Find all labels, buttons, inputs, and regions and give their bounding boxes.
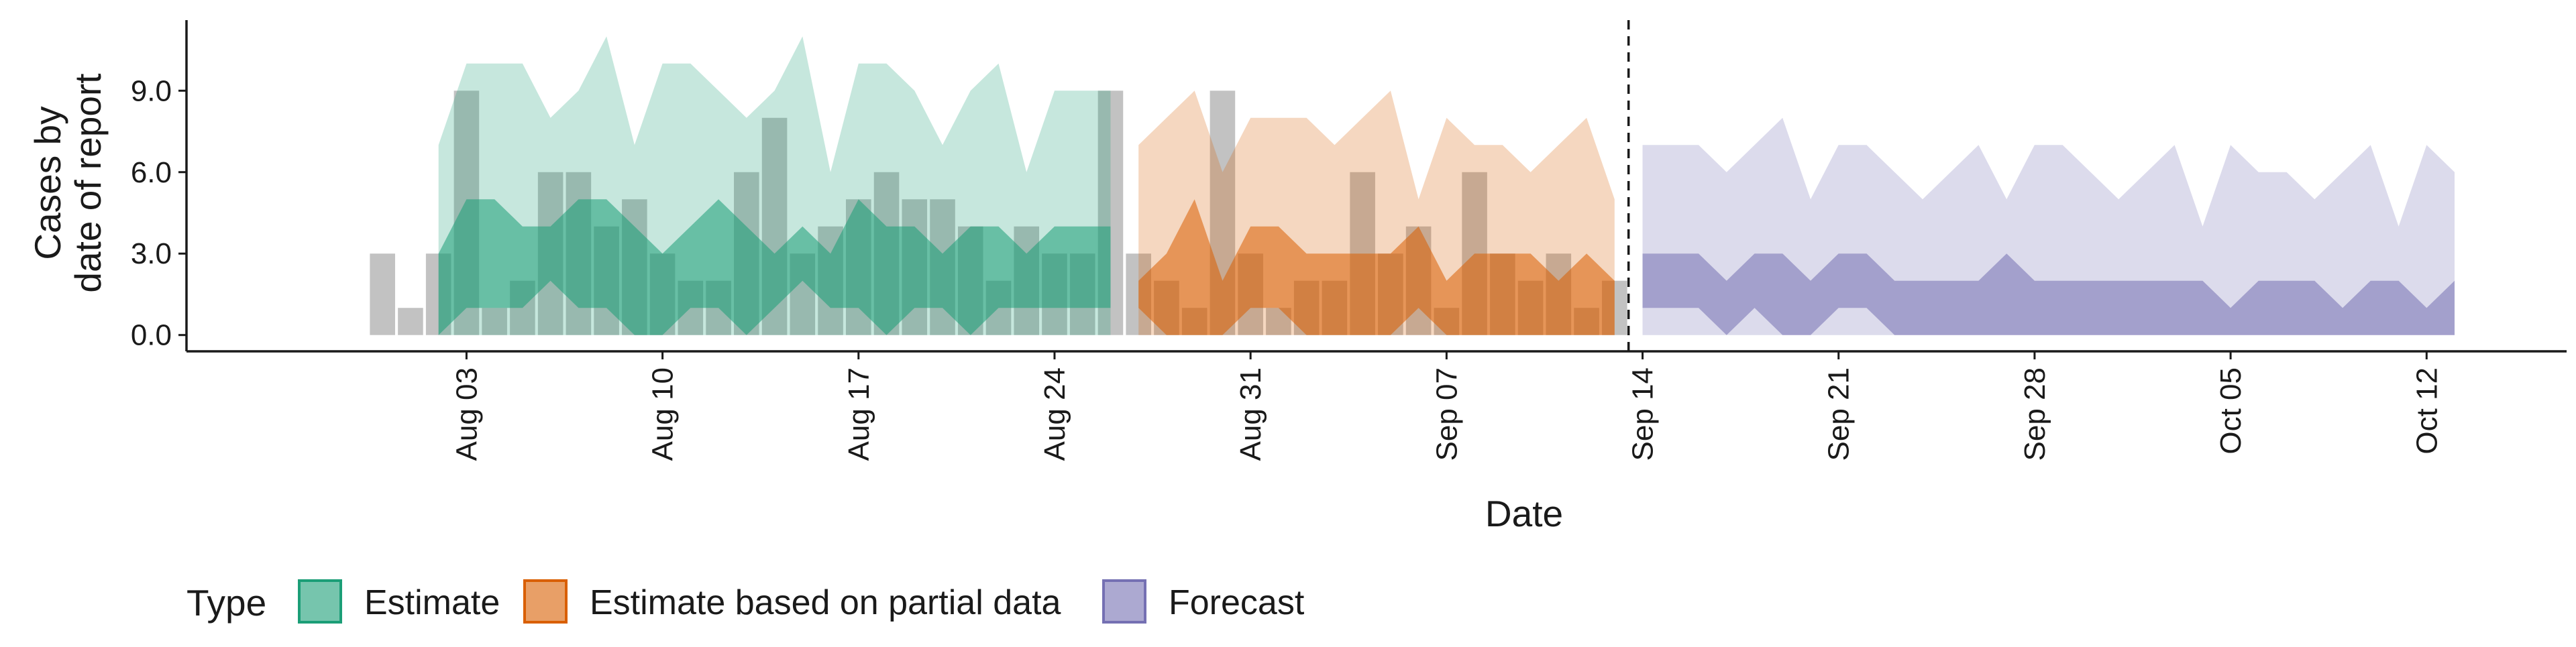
legend-key-3 bbox=[1102, 579, 1146, 624]
x-tick-label: Aug 17 bbox=[843, 367, 875, 461]
x-tick-label: Sep 14 bbox=[1627, 367, 1660, 461]
x-tick-label: Oct 12 bbox=[2410, 367, 2443, 455]
y-axis-title-line: Cases by bbox=[27, 106, 68, 260]
y-axis-title-line: date of report bbox=[67, 73, 109, 292]
legend-label: Estimate based on partial data bbox=[590, 583, 1061, 622]
observed-bar bbox=[482, 308, 507, 335]
y-tick-label: 3.0 bbox=[131, 237, 172, 270]
x-tick-label: Aug 03 bbox=[450, 367, 483, 461]
legend-label: Forecast bbox=[1169, 583, 1305, 622]
x-axis-title: Date bbox=[1485, 493, 1563, 534]
x-tick-label: Sep 07 bbox=[1430, 367, 1463, 461]
x-tick-label: Oct 05 bbox=[2214, 367, 2247, 455]
x-tick-label: Aug 31 bbox=[1234, 367, 1267, 461]
legend: Type Estimate Estimate based on partial da… bbox=[186, 579, 1305, 624]
observed-bar bbox=[370, 253, 395, 335]
y-tick-label: 9.0 bbox=[131, 74, 172, 107]
x-tick-label: Sep 28 bbox=[2019, 367, 2051, 461]
legend-key-1 bbox=[298, 579, 342, 624]
x-tick-label: Aug 10 bbox=[647, 367, 680, 461]
ribbons-layer bbox=[438, 36, 2455, 335]
estimate-based-on-partial-data-inner-ribbon bbox=[1138, 199, 1615, 335]
observed-bar bbox=[398, 308, 423, 335]
x-tick-label: Sep 21 bbox=[1823, 367, 1856, 461]
legend-label: Estimate bbox=[364, 583, 500, 622]
legend-title: Type bbox=[186, 582, 266, 624]
legend-key-2 bbox=[523, 579, 568, 624]
x-tick-label: Aug 24 bbox=[1038, 367, 1071, 461]
y-tick-label: 0.0 bbox=[131, 319, 172, 352]
estimate-inner-ribbon bbox=[438, 199, 1111, 335]
y-tick-label: 6.0 bbox=[131, 156, 172, 189]
axes-layer: 0.0 3.0 6.0 9.0 Aug 03 Aug 10 Aug 17 Aug 24 Aug … bbox=[27, 20, 2567, 534]
forecast-inner-ribbon bbox=[1642, 253, 2455, 335]
